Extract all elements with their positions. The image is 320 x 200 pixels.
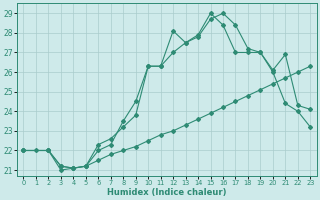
X-axis label: Humidex (Indice chaleur): Humidex (Indice chaleur) (107, 188, 227, 197)
